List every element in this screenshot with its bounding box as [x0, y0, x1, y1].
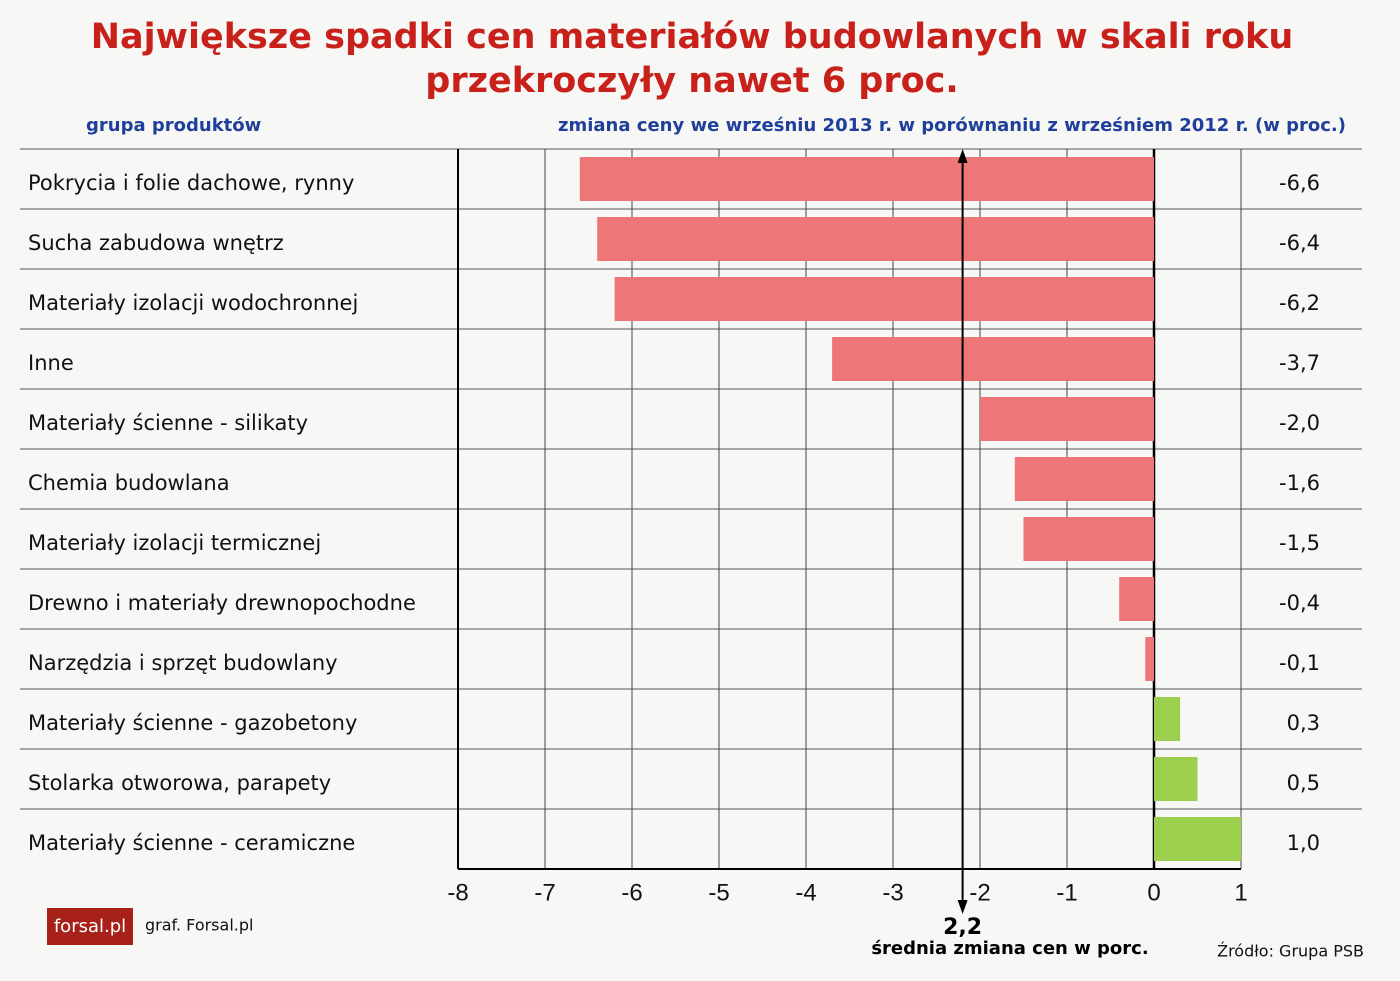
category-label: Inne: [28, 351, 74, 375]
category-label: Materiały izolacji termicznej: [28, 531, 321, 555]
category-label: Chemia budowlana: [28, 471, 230, 495]
average-arrow: [957, 900, 968, 914]
category-header: grupa produktów: [86, 115, 261, 136]
bar: [614, 277, 1154, 321]
category-label: Pokrycia i folie dachowe, rynny: [28, 171, 354, 195]
chart-title: przekroczyły nawet 6 proc.: [425, 61, 958, 101]
credit: graf. Forsal.pl: [145, 916, 253, 935]
value-label: 0,5: [1287, 771, 1320, 795]
value-label: -1,5: [1279, 531, 1320, 555]
bar: [832, 337, 1154, 381]
bar: [1119, 577, 1154, 621]
bar: [1154, 757, 1198, 801]
bar: [1014, 457, 1154, 501]
bar: [1023, 517, 1154, 561]
x-tick-label: -8: [447, 879, 468, 906]
category-label: Materiały ścienne - ceramiczne: [28, 831, 355, 855]
value-label: 0,3: [1287, 711, 1320, 735]
average-arrow: [957, 149, 968, 163]
x-tick-label: -2: [969, 879, 990, 906]
x-tick-label: -7: [534, 879, 555, 906]
bar: [1154, 697, 1181, 741]
x-tick-label: -4: [795, 879, 816, 906]
bar: [1145, 637, 1154, 681]
value-label: -1,6: [1279, 471, 1320, 495]
average-caption: średnia zmiana cen w porc.: [871, 938, 1148, 959]
value-label: -0,4: [1279, 591, 1320, 615]
category-label: Sucha zabudowa wnętrz: [28, 231, 284, 255]
value-label: -0,1: [1279, 651, 1320, 675]
source: Źródło: Grupa PSB: [1217, 942, 1364, 961]
value-label: -6,4: [1279, 231, 1320, 255]
bar: [1154, 817, 1241, 861]
x-tick-label: -6: [621, 879, 642, 906]
x-tick-label: 0: [1147, 879, 1160, 906]
category-label: Materiały ścienne - silikaty: [28, 411, 308, 435]
x-tick-label: -5: [708, 879, 729, 906]
category-label: Drewno i materiały drewnopochodne: [28, 591, 416, 615]
logo: forsal.pl: [54, 916, 126, 937]
value-label: -3,7: [1279, 351, 1320, 375]
value-header: zmiana ceny we wrześniu 2013 r. w porówn…: [558, 115, 1346, 136]
logo-box: [47, 908, 133, 945]
chart-title: Największe spadki cen materiałów budowla…: [91, 17, 1294, 57]
value-label: -6,6: [1279, 171, 1320, 195]
bar: [597, 217, 1154, 261]
x-tick-label: 1: [1234, 879, 1247, 906]
value-label: -6,2: [1279, 291, 1320, 315]
bar: [980, 397, 1154, 441]
x-tick-label: -1: [1056, 879, 1077, 906]
category-label: Materiały izolacji wodochronnej: [28, 291, 358, 315]
bar: [579, 157, 1154, 201]
category-label: Materiały ścienne - gazobetony: [28, 711, 357, 735]
value-label: -2,0: [1279, 411, 1320, 435]
average-label: 2,2: [943, 915, 982, 940]
category-label: Stolarka otworowa, parapety: [28, 771, 331, 795]
category-label: Narzędzia i sprzęt budowlany: [28, 651, 338, 675]
value-label: 1,0: [1287, 831, 1320, 855]
x-tick-label: -3: [882, 879, 903, 906]
